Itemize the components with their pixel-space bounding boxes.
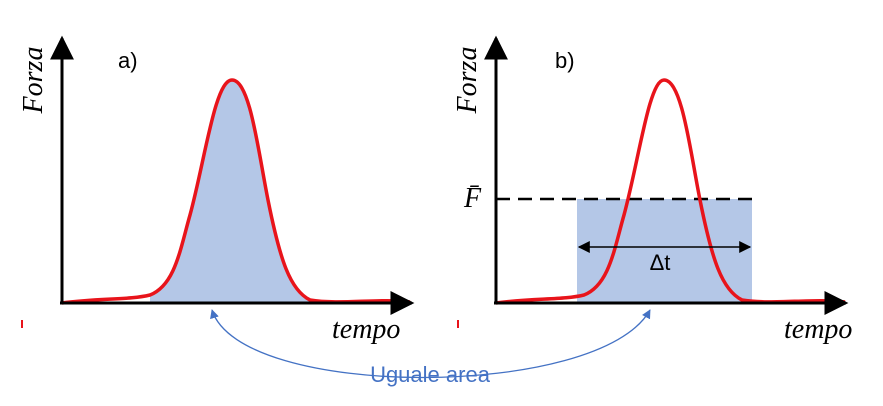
interval-label: Δt: [650, 250, 671, 275]
y-axis-label: Forza: [452, 47, 483, 115]
panel-label: b): [555, 48, 575, 73]
mark: [21, 320, 23, 328]
y-axis-label: Forza: [18, 47, 49, 115]
mark: [457, 320, 459, 328]
area-fill: [150, 80, 310, 303]
panel-label: a): [118, 48, 138, 73]
force-curve: [61, 78, 411, 305]
connector-arc: [210, 309, 651, 379]
force-curve: [495, 78, 846, 305]
mean-force-label: F̄: [463, 183, 482, 214]
x-axis-label: tempo: [784, 314, 852, 345]
x-axis-label: tempo: [332, 314, 400, 345]
connector-label: Uguale area: [370, 362, 491, 387]
